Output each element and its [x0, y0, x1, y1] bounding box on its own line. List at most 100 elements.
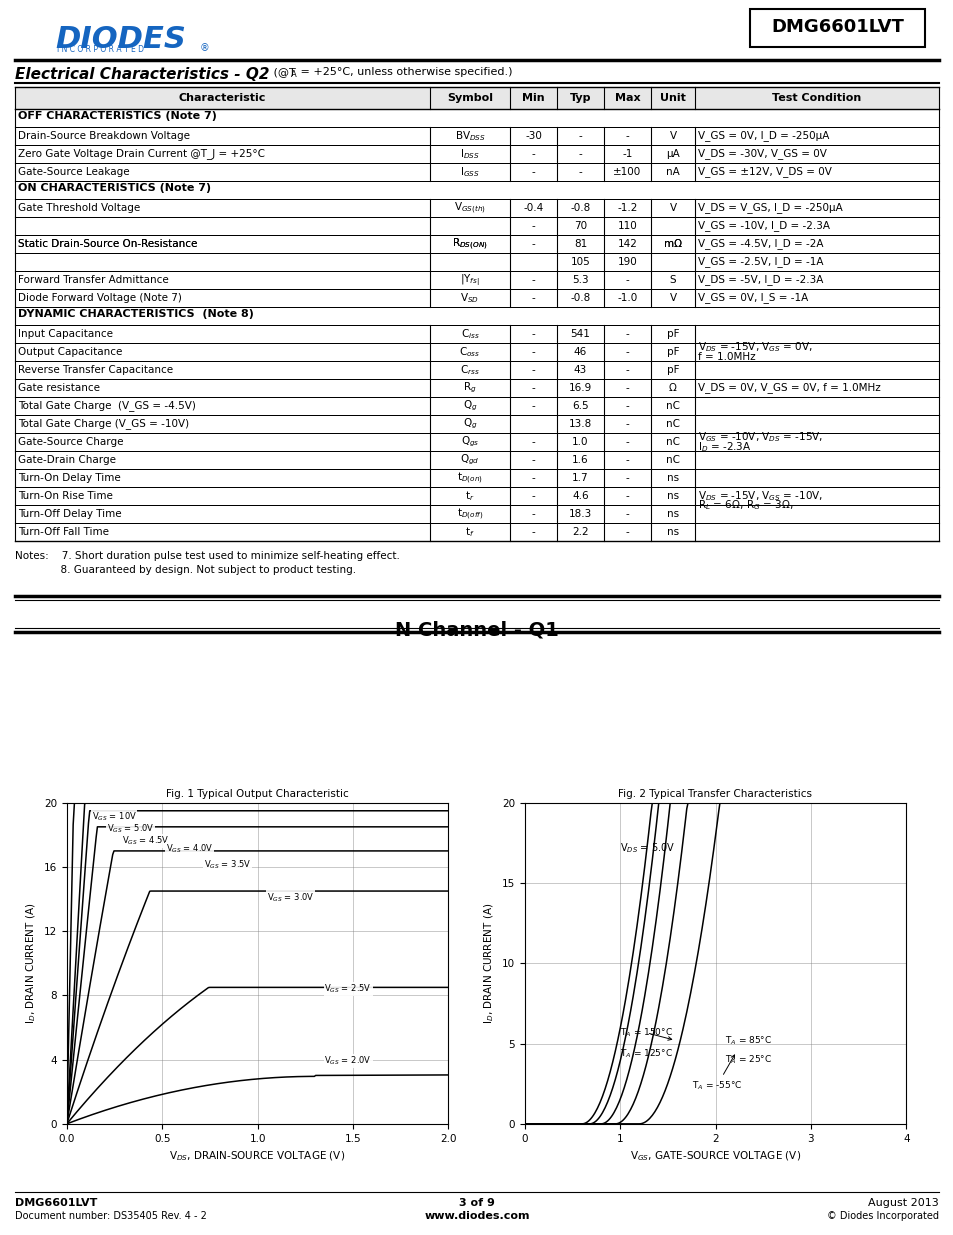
- Text: V$_{GS}$ = 4.0V: V$_{GS}$ = 4.0V: [166, 842, 213, 856]
- Text: -: -: [625, 419, 629, 429]
- Text: 3 of 9: 3 of 9: [458, 1198, 495, 1208]
- Text: R$_L$ = 6Ω, R$_G$ = 3Ω,: R$_L$ = 6Ω, R$_G$ = 3Ω,: [698, 498, 793, 511]
- Text: V: V: [669, 203, 676, 212]
- Text: -: -: [531, 293, 535, 303]
- Text: -: -: [625, 454, 629, 466]
- Text: ns: ns: [666, 509, 679, 519]
- Text: -: -: [625, 366, 629, 375]
- Text: DIODES: DIODES: [55, 25, 186, 54]
- Text: Unit: Unit: [659, 93, 685, 103]
- Text: mΩ: mΩ: [663, 240, 681, 249]
- Y-axis label: I$_D$, DRAIN CURRENT (A): I$_D$, DRAIN CURRENT (A): [25, 903, 38, 1024]
- Text: Gate Threshold Voltage: Gate Threshold Voltage: [18, 203, 140, 212]
- Text: -1.0: -1.0: [617, 293, 637, 303]
- Text: OFF CHARACTERISTICS (Note 7): OFF CHARACTERISTICS (Note 7): [18, 111, 216, 121]
- Text: -: -: [578, 149, 581, 159]
- Text: Characteristic: Characteristic: [178, 93, 266, 103]
- Text: ns: ns: [666, 492, 679, 501]
- Text: -: -: [531, 221, 535, 231]
- Text: -: -: [625, 509, 629, 519]
- Text: V$_{GS}$ = 2.5V: V$_{GS}$ = 2.5V: [324, 983, 372, 995]
- Text: R$_{g}$: R$_{g}$: [463, 380, 476, 395]
- Text: 2.2: 2.2: [572, 527, 588, 537]
- Text: Q$_{g}$: Q$_{g}$: [462, 399, 476, 414]
- Text: ON CHARACTERISTICS (Note 7): ON CHARACTERISTICS (Note 7): [18, 183, 211, 193]
- Text: C$_{rss}$: C$_{rss}$: [459, 363, 479, 377]
- Text: Zero Gate Voltage Drain Current @T_J = +25°C: Zero Gate Voltage Drain Current @T_J = +…: [18, 148, 265, 159]
- Text: V_DS = -5V, I_D = -2.3A: V_DS = -5V, I_D = -2.3A: [698, 274, 822, 285]
- Text: -0.4: -0.4: [523, 203, 543, 212]
- Text: V$_{GS}$ = 5.0V: V$_{GS}$ = 5.0V: [107, 823, 154, 835]
- Text: Turn-Off Delay Time: Turn-Off Delay Time: [18, 509, 121, 519]
- Text: V_GS = -4.5V, I_D = -2A: V_GS = -4.5V, I_D = -2A: [698, 238, 822, 249]
- Text: -: -: [625, 492, 629, 501]
- Text: Turn-On Rise Time: Turn-On Rise Time: [18, 492, 112, 501]
- Text: Electrical Characteristics - Q2: Electrical Characteristics - Q2: [15, 67, 269, 82]
- Text: 4.6: 4.6: [572, 492, 588, 501]
- Text: -: -: [531, 366, 535, 375]
- Text: Gate resistance: Gate resistance: [18, 383, 100, 393]
- Text: C$_{iss}$: C$_{iss}$: [460, 327, 479, 341]
- Text: V$_{DS}$ = -15V, V$_{GS}$ = -10V,: V$_{DS}$ = -15V, V$_{GS}$ = -10V,: [698, 489, 822, 503]
- Text: I$_D$ = -2.3A: I$_D$ = -2.3A: [698, 440, 751, 454]
- Text: R$_{DS (ON)}$: R$_{DS (ON)}$: [452, 236, 487, 252]
- Text: V: V: [669, 131, 676, 141]
- Text: nC: nC: [665, 454, 679, 466]
- Text: -: -: [531, 383, 535, 393]
- Text: 43: 43: [574, 366, 586, 375]
- Text: -: -: [531, 437, 535, 447]
- Text: 110: 110: [617, 221, 637, 231]
- Text: I$_{GSS}$: I$_{GSS}$: [459, 165, 479, 179]
- Text: Q$_{gd}$: Q$_{gd}$: [459, 453, 479, 467]
- Text: T$_A$ = 25°C: T$_A$ = 25°C: [724, 1053, 772, 1066]
- Text: pF: pF: [666, 329, 679, 338]
- Text: www.diodes.com: www.diodes.com: [424, 1212, 529, 1221]
- Text: V_GS = -2.5V, I_D = -1A: V_GS = -2.5V, I_D = -1A: [698, 257, 822, 268]
- Text: 46: 46: [574, 347, 586, 357]
- Text: Gate-Source Charge: Gate-Source Charge: [18, 437, 123, 447]
- Text: -: -: [625, 329, 629, 338]
- Text: nA: nA: [665, 167, 679, 177]
- FancyBboxPatch shape: [749, 9, 924, 47]
- Title: Fig. 1 Typical Output Characteristic: Fig. 1 Typical Output Characteristic: [166, 789, 349, 799]
- X-axis label: V$_{DS}$, DRAIN-SOURCE VOLTAGE (V): V$_{DS}$, DRAIN-SOURCE VOLTAGE (V): [170, 1149, 345, 1162]
- Text: S: S: [669, 275, 676, 285]
- Text: -: -: [625, 383, 629, 393]
- Text: -: -: [578, 167, 581, 177]
- Text: -1.2: -1.2: [617, 203, 637, 212]
- Text: Notes:    7. Short duration pulse test used to minimize self-heating effect.: Notes: 7. Short duration pulse test used…: [15, 551, 399, 561]
- Text: Output Capacitance: Output Capacitance: [18, 347, 122, 357]
- Text: t$_{D(off)}$: t$_{D(off)}$: [456, 506, 482, 521]
- Text: 1.6: 1.6: [572, 454, 588, 466]
- Text: Forward Transfer Admittance: Forward Transfer Admittance: [18, 275, 169, 285]
- Text: nC: nC: [665, 401, 679, 411]
- Text: f = 1.0MHz: f = 1.0MHz: [698, 352, 755, 362]
- Text: N Channel - Q1: N Channel - Q1: [395, 621, 558, 640]
- Text: 6.5: 6.5: [572, 401, 588, 411]
- Text: V$_{GS}$ = 3.5V: V$_{GS}$ = 3.5V: [204, 860, 252, 872]
- Text: pF: pF: [666, 366, 679, 375]
- Text: 81: 81: [574, 240, 586, 249]
- Text: Gate-Source Leakage: Gate-Source Leakage: [18, 167, 130, 177]
- Text: -: -: [531, 167, 535, 177]
- Text: 16.9: 16.9: [568, 383, 592, 393]
- Text: DMG6601LVT: DMG6601LVT: [771, 19, 903, 36]
- Text: Drain-Source Breakdown Voltage: Drain-Source Breakdown Voltage: [18, 131, 190, 141]
- Text: -: -: [625, 473, 629, 483]
- Text: V$_{GS}$ = -10V, V$_{DS}$ = -15V,: V$_{GS}$ = -10V, V$_{DS}$ = -15V,: [698, 430, 822, 443]
- Text: = +25°C, unless otherwise specified.): = +25°C, unless otherwise specified.): [296, 67, 512, 77]
- Text: V_GS = 0V, I_S = -1A: V_GS = 0V, I_S = -1A: [698, 293, 807, 304]
- X-axis label: V$_{GS}$, GATE-SOURCE VOLTAGE (V): V$_{GS}$, GATE-SOURCE VOLTAGE (V): [629, 1149, 801, 1162]
- Text: -: -: [531, 149, 535, 159]
- Text: V$_{DS}$ = 5.0V: V$_{DS}$ = 5.0V: [619, 841, 675, 855]
- Text: A: A: [291, 70, 296, 79]
- Text: 5.3: 5.3: [572, 275, 588, 285]
- Text: Total Gate Charge (V_GS = -10V): Total Gate Charge (V_GS = -10V): [18, 419, 189, 430]
- Text: Symbol: Symbol: [447, 93, 493, 103]
- Text: Q$_{gs}$: Q$_{gs}$: [460, 435, 478, 450]
- Text: -: -: [625, 347, 629, 357]
- Text: V$_{GS}$ = 3.0V: V$_{GS}$ = 3.0V: [267, 892, 314, 904]
- Text: T$_A$ = 85°C: T$_A$ = 85°C: [724, 1035, 772, 1047]
- Text: 1.0: 1.0: [572, 437, 588, 447]
- Text: V_DS = V_GS, I_D = -250μA: V_DS = V_GS, I_D = -250μA: [698, 203, 841, 214]
